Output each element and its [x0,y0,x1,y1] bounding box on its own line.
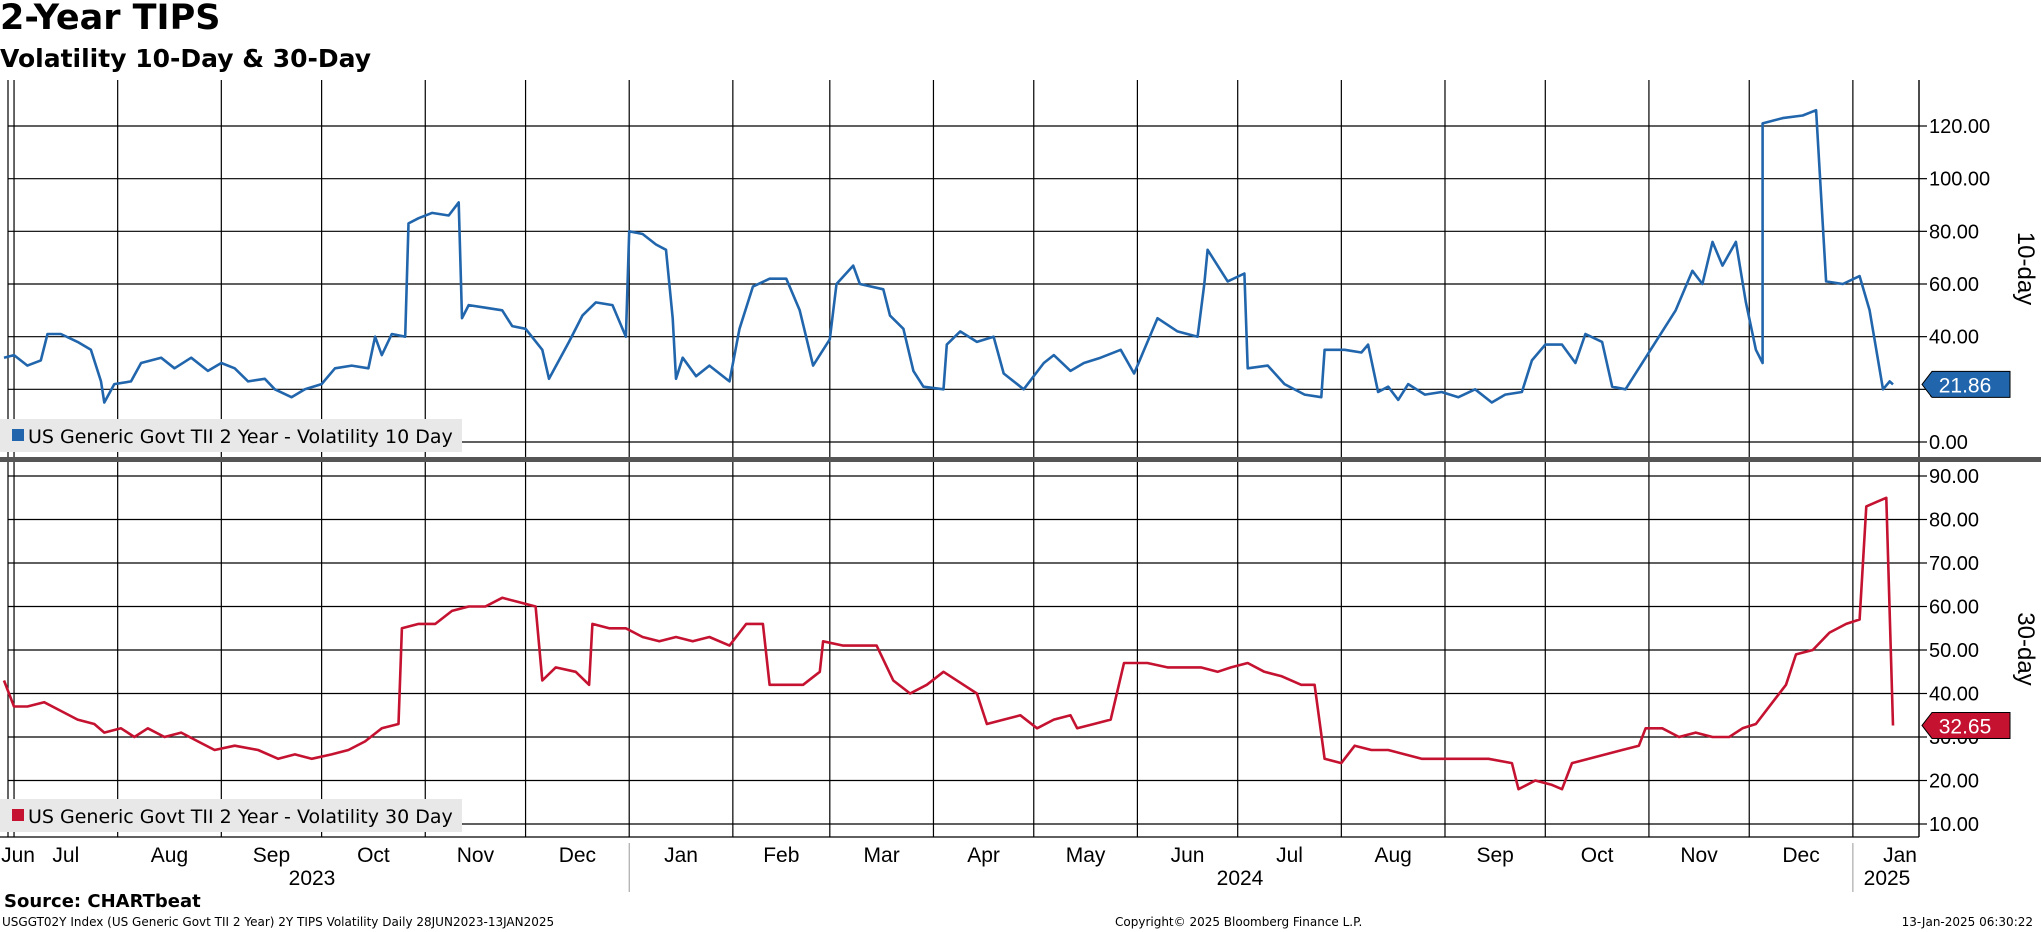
y-axis-title: 30-day [2012,612,2039,685]
x-month-label: Jan [664,844,698,867]
y-tick-label: 20.00 [1929,771,1979,793]
y-tick-label: 0.00 [1929,432,1968,454]
y-tick-label: 40.00 [1929,684,1979,706]
source-note: Source: CHARTbeat [4,891,201,912]
y-tick-label: 10.00 [1929,814,1979,836]
legend-swatch [12,809,24,821]
y-tick-label: 80.00 [1929,221,1979,243]
x-month-label: Jun [1171,844,1205,867]
panel-divider [0,457,2041,462]
x-month-label: Feb [763,844,799,867]
y-tick-label: 80.00 [1929,510,1979,532]
y-tick-label: 90.00 [1929,466,1979,488]
x-month-label: Sep [1476,844,1513,867]
series-line-30d [2,496,1895,791]
legend-label: US Generic Govt TII 2 Year - Volatility … [28,426,453,448]
series-line-10d [3,108,1894,404]
x-year-label: 2024 [1217,867,1264,890]
chart-title: 2-Year TIPS [0,0,221,38]
y-axis-title: 10-day [2012,232,2039,305]
copyright-note: Copyright© 2025 Bloomberg Finance L.P. [1115,915,1363,929]
y-tick-label: 50.00 [1929,640,1979,662]
y-tick-label: 100.00 [1929,169,1990,191]
x-month-label: Dec [1782,844,1819,867]
timestamp-note: 13-Jan-2025 06:30:22 [1901,915,2033,929]
x-month-label: Mar [864,844,900,867]
x-month-label: Nov [1680,844,1718,867]
x-month-label: Jan [1883,844,1917,867]
x-year-label: 2023 [289,867,336,890]
x-month-label: Apr [967,844,1000,867]
y-tick-label: 70.00 [1929,553,1979,575]
x-month-label: Jun [1,844,35,867]
last-value-tag [1921,711,2011,739]
x-month-label: May [1066,844,1106,867]
x-month-label: Dec [559,844,596,867]
x-month-label: Aug [1374,844,1411,867]
x-month-label: Aug [151,844,188,867]
x-month-label: Oct [357,844,390,867]
legend-box [0,419,462,452]
legend-swatch [12,429,24,441]
last-value-label: 32.65 [1939,715,1992,738]
x-month-label: Sep [253,844,290,867]
x-year-label: 2025 [1864,867,1911,890]
last-value-tag [1921,370,2011,398]
chart-subtitle: Volatility 10-Day & 30-Day [0,44,372,73]
index-note: USGGT02Y Index (US Generic Govt TII 2 Ye… [2,915,555,929]
x-month-label: Jul [1276,844,1303,867]
legend-label: US Generic Govt TII 2 Year - Volatility … [28,806,453,828]
y-tick-label: 60.00 [1929,274,1979,296]
legend-box [0,799,462,832]
x-month-label: Oct [1581,844,1614,867]
y-tick-label: 40.00 [1929,327,1979,349]
x-month-label: Jul [52,844,79,867]
last-value-label: 21.86 [1939,374,1992,397]
y-tick-label: 120.00 [1929,116,1990,138]
x-month-label: Nov [457,844,495,867]
y-tick-label: 60.00 [1929,597,1979,619]
